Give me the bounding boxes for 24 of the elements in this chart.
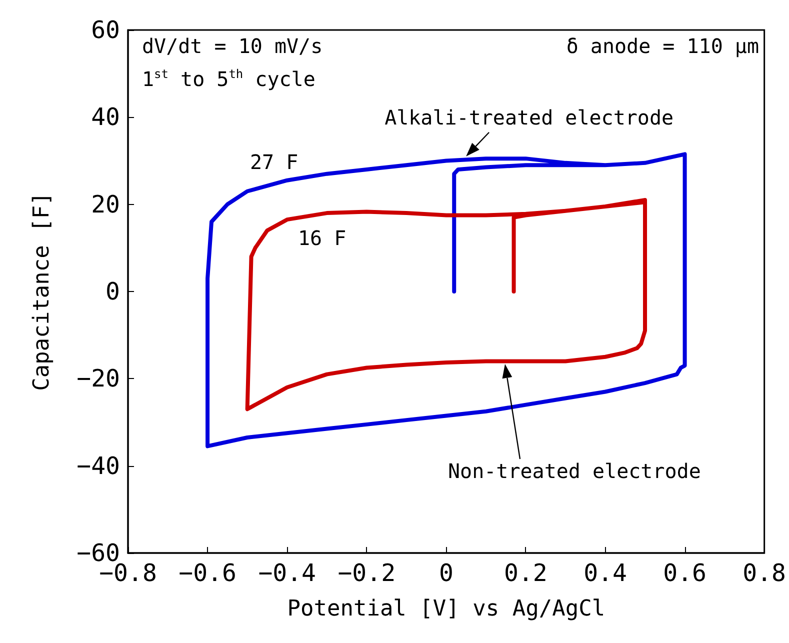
y-tick-label: −20 (76, 364, 120, 393)
y-axis-title: Capacitance [F] (30, 192, 54, 391)
x-tick-label: 0.2 (504, 559, 548, 587)
y-tick-label: 0 (106, 278, 120, 306)
y-tick-label: 40 (91, 103, 120, 132)
annotation: 16 F (298, 226, 346, 250)
x-axis-title: Potential [V] vs Ag/AgCl (287, 596, 606, 622)
y-tick-label: 20 (91, 190, 120, 218)
x-tick-label: 0.6 (663, 559, 706, 587)
annotation: dV/dt = 10 mV/s (142, 34, 323, 58)
y-tick-label: 60 (91, 16, 120, 44)
line-series (245, 198, 648, 412)
x-tick-label: −0.6 (178, 559, 236, 587)
annotation: δ anode = 110 μm (566, 34, 759, 58)
line-series (206, 152, 687, 448)
x-tick-label: −0.4 (258, 559, 316, 587)
x-tick-label: 0 (438, 559, 454, 587)
annotation: Non-treated electrode (448, 459, 701, 483)
x-tick-label: 0.8 (742, 559, 786, 587)
annotation: 27 F (250, 150, 298, 174)
x-tick-label: 0.4 (584, 559, 627, 587)
y-tick-label: −40 (76, 452, 120, 480)
annotation: Alkali-treated electrode (384, 105, 674, 130)
x-tick-label: −0.2 (338, 559, 396, 587)
